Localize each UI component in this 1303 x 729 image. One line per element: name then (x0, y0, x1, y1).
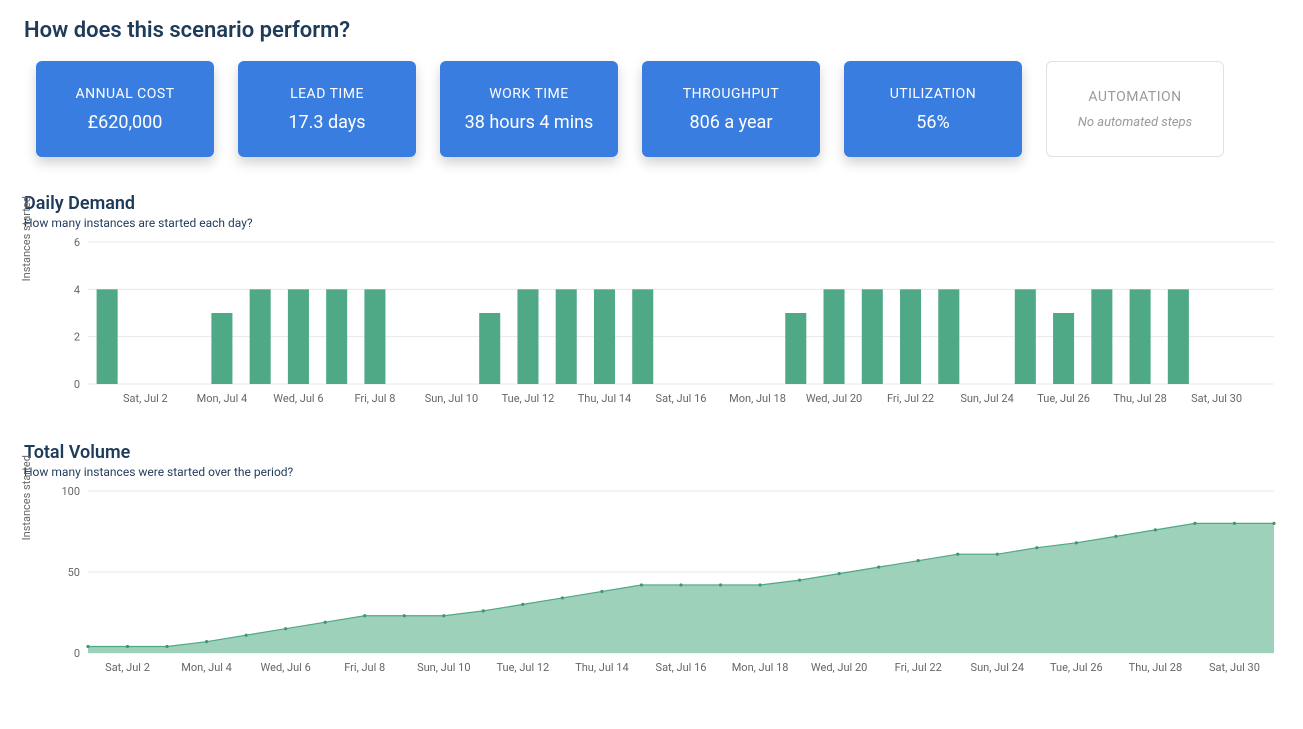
daily-demand-chart: 0 2 4 6 Sat, Jul 2 Mon, Jul 4 Wed, Jul 6 Fri, J… (44, 234, 1284, 414)
svg-text:Thu, Jul 14: Thu, Jul 14 (575, 661, 628, 674)
total-volume-subtitle: How many instances were started over the… (24, 465, 1279, 479)
svg-text:Tue, Jul 12: Tue, Jul 12 (496, 661, 549, 674)
kpi-value: 56% (916, 112, 949, 133)
svg-text:Tue, Jul 26: Tue, Jul 26 (1050, 661, 1103, 674)
kpi-card-automation[interactable]: AUTOMATION No automated steps (1046, 61, 1224, 157)
daily-demand-title: Daily Demand (24, 193, 1279, 214)
svg-text:4: 4 (74, 283, 80, 296)
kpi-value: No automated steps (1078, 115, 1192, 130)
svg-text:50: 50 (68, 566, 80, 579)
svg-text:Fri, Jul 8: Fri, Jul 8 (354, 392, 395, 405)
svg-text:Wed, Jul 20: Wed, Jul 20 (811, 661, 867, 674)
daily-demand-subtitle: How many instances are started each day? (24, 216, 1279, 230)
svg-text:Fri, Jul 22: Fri, Jul 22 (895, 661, 942, 674)
total-volume-title: Total Volume (24, 442, 1279, 463)
kpi-card-lead-time[interactable]: LEAD TIME 17.3 days (238, 61, 416, 157)
kpi-label: AUTOMATION (1088, 89, 1181, 105)
kpi-value: 17.3 days (288, 112, 365, 133)
kpi-label: THROUGHPUT (683, 86, 779, 102)
svg-text:2: 2 (74, 331, 80, 344)
kpi-card-throughput[interactable]: THROUGHPUT 806 a year (642, 61, 820, 157)
svg-text:Sat, Jul 16: Sat, Jul 16 (656, 661, 707, 674)
kpi-row: ANNUAL COST £620,000 LEAD TIME 17.3 days WOR… (24, 61, 1279, 157)
svg-text:Sun, Jul 10: Sun, Jul 10 (417, 661, 470, 674)
svg-text:Thu, Jul 28: Thu, Jul 28 (1129, 661, 1182, 674)
svg-text:Wed, Jul 6: Wed, Jul 6 (273, 392, 323, 405)
kpi-value: 38 hours 4 mins (465, 112, 594, 133)
svg-text:Wed, Jul 20: Wed, Jul 20 (806, 392, 862, 405)
svg-text:Mon, Jul 18: Mon, Jul 18 (732, 661, 789, 674)
svg-text:Sun, Jul 10: Sun, Jul 10 (425, 392, 478, 405)
kpi-card-utilization[interactable]: UTILIZATION 56% (844, 61, 1022, 157)
total-volume-section: Total Volume How many instances were sta… (24, 442, 1279, 683)
kpi-card-work-time[interactable]: WORK TIME 38 hours 4 mins (440, 61, 618, 157)
kpi-label: WORK TIME (489, 86, 569, 102)
svg-text:Sat, Jul 30: Sat, Jul 30 (1209, 661, 1260, 674)
svg-text:Sun, Jul 24: Sun, Jul 24 (960, 392, 1013, 405)
kpi-value: 806 a year (690, 112, 773, 133)
kpi-card-annual-cost[interactable]: ANNUAL COST £620,000 (36, 61, 214, 157)
svg-text:Tue, Jul 26: Tue, Jul 26 (1037, 392, 1090, 405)
page-title: How does this scenario perform? (24, 18, 1279, 43)
svg-text:Sat, Jul 30: Sat, Jul 30 (1191, 392, 1242, 405)
svg-text:Mon, Jul 4: Mon, Jul 4 (181, 661, 232, 674)
svg-text:Sat, Jul 2: Sat, Jul 2 (123, 392, 168, 405)
total-volume-chart: 0 50 100 Sat, Jul 2 Mon, Jul 4 Wed, Jul 6 Fri,… (44, 483, 1284, 683)
svg-text:Mon, Jul 4: Mon, Jul 4 (197, 392, 248, 405)
svg-text:Sat, Jul 2: Sat, Jul 2 (105, 661, 150, 674)
svg-text:0: 0 (74, 647, 80, 660)
svg-text:Sun, Jul 24: Sun, Jul 24 (971, 661, 1024, 674)
svg-text:Wed, Jul 6: Wed, Jul 6 (261, 661, 311, 674)
daily-demand-y-label: Instances started (20, 196, 33, 281)
svg-text:Thu, Jul 14: Thu, Jul 14 (578, 392, 631, 405)
svg-text:6: 6 (74, 236, 80, 249)
svg-text:Mon, Jul 18: Mon, Jul 18 (729, 392, 786, 405)
svg-text:Fri, Jul 22: Fri, Jul 22 (887, 392, 934, 405)
svg-text:Fri, Jul 8: Fri, Jul 8 (344, 661, 385, 674)
total-volume-y-label: Instances started (20, 455, 33, 540)
daily-demand-section: Daily Demand How many instances are star… (24, 193, 1279, 414)
kpi-label: LEAD TIME (290, 86, 364, 102)
svg-text:Thu, Jul 28: Thu, Jul 28 (1113, 392, 1166, 405)
kpi-value: £620,000 (88, 112, 163, 133)
svg-text:0: 0 (74, 378, 80, 391)
svg-text:Sat, Jul 16: Sat, Jul 16 (656, 392, 707, 405)
svg-text:100: 100 (61, 485, 80, 498)
kpi-label: ANNUAL COST (75, 86, 174, 102)
svg-text:Tue, Jul 12: Tue, Jul 12 (502, 392, 555, 405)
kpi-label: UTILIZATION (890, 86, 977, 102)
